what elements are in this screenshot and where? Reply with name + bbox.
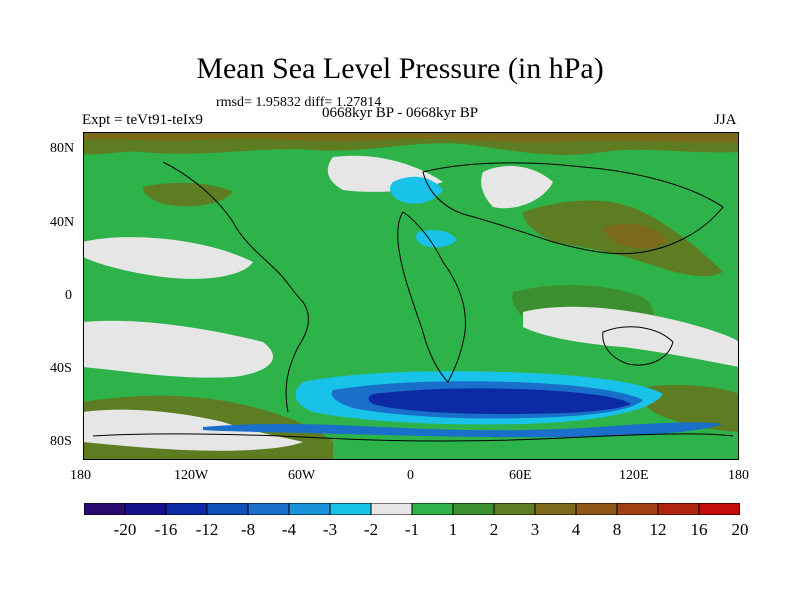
colorbar-swatch bbox=[84, 503, 126, 515]
colorbar-label: 3 bbox=[530, 520, 540, 539]
colorbar-swatch bbox=[329, 503, 372, 515]
colorbar bbox=[84, 503, 740, 515]
colorbar-label: 20 bbox=[731, 520, 749, 539]
y-tick-0: 0 bbox=[65, 288, 72, 303]
colorbar-label: 4 bbox=[571, 520, 581, 539]
region-europe-neutral bbox=[481, 166, 553, 209]
americas-outline bbox=[162, 161, 309, 413]
y-tick-80s: 80S bbox=[50, 434, 72, 449]
pressure-map bbox=[83, 132, 739, 460]
x-tick-0: 0 bbox=[407, 468, 414, 483]
season-label: JJA bbox=[714, 112, 737, 128]
colorbar-swatch bbox=[411, 503, 454, 515]
colorbar-swatch bbox=[616, 503, 659, 515]
colorbar-swatch bbox=[370, 503, 413, 515]
region-arctic-core bbox=[83, 132, 739, 143]
colorbar-swatch bbox=[534, 503, 577, 515]
region-south-indian bbox=[641, 384, 739, 432]
colorbar-label: -3 bbox=[322, 520, 338, 539]
region-southern-ocean-low-core bbox=[368, 388, 631, 414]
colorbar-label: 8 bbox=[612, 520, 622, 539]
colorbar-swatch bbox=[247, 503, 290, 515]
colorbar-swatch bbox=[452, 503, 495, 515]
colorbar-label: -2 bbox=[363, 520, 379, 539]
colorbar-swatch bbox=[206, 503, 249, 515]
region-antarctic-coast-low bbox=[203, 422, 723, 438]
coastlines bbox=[92, 161, 734, 442]
x-tick-180e: 180 bbox=[728, 468, 749, 483]
colorbar-label: -12 bbox=[195, 520, 219, 539]
colorbar-label: 1 bbox=[448, 520, 458, 539]
y-tick-40n: 40N bbox=[50, 215, 75, 230]
colorbar-swatch bbox=[698, 503, 740, 515]
x-tick-60w: 60W bbox=[288, 468, 316, 483]
colorbar-swatch bbox=[288, 503, 331, 515]
region-south-pacific-neutral bbox=[83, 320, 273, 378]
colorbar-swatch bbox=[493, 503, 536, 515]
period-label: 0668kyr BP - 0668kyr BP bbox=[322, 105, 479, 121]
colorbar-swatch bbox=[124, 503, 167, 515]
colorbar-label: -4 bbox=[281, 520, 297, 539]
experiment-label: Expt = teVt91-teIx9 bbox=[82, 112, 203, 128]
chart-title: Mean Sea Level Pressure (in hPa) bbox=[196, 52, 604, 85]
region-north-atlantic-low bbox=[390, 176, 443, 204]
x-tick-120e: 120E bbox=[619, 468, 649, 483]
y-tick-80n: 80N bbox=[50, 141, 75, 156]
x-tick-120w: 120W bbox=[174, 468, 209, 483]
colorbar-swatch bbox=[575, 503, 618, 515]
region-south-indian-neutral bbox=[523, 306, 739, 367]
region-tropical-pacific-neutral bbox=[83, 237, 253, 279]
colorbar-label: -16 bbox=[154, 520, 178, 539]
region-asia-core bbox=[603, 223, 668, 249]
stats-text: rmsd= 1.95832 diff= 1.27814 bbox=[216, 95, 382, 110]
x-tick-60e: 60E bbox=[509, 468, 532, 483]
colorbar-swatch bbox=[165, 503, 208, 515]
australia-outline bbox=[602, 326, 674, 366]
region-pacific-north bbox=[143, 182, 233, 207]
map-frame bbox=[83, 132, 739, 460]
colorbar-swatch bbox=[657, 503, 700, 515]
region-antarctic-neutral bbox=[83, 409, 303, 451]
colorbar-label: 12 bbox=[649, 520, 667, 539]
colorbar-label: -1 bbox=[404, 520, 420, 539]
colorbar-label: 16 bbox=[690, 520, 708, 539]
x-tick-180w: 180 bbox=[70, 468, 91, 483]
y-tick-40s: 40S bbox=[50, 361, 72, 376]
colorbar-label: -8 bbox=[240, 520, 256, 539]
colorbar-label: 2 bbox=[489, 520, 499, 539]
antarctica-outline bbox=[92, 433, 734, 442]
eurasia-outline bbox=[422, 162, 724, 255]
africa-outline bbox=[397, 211, 467, 383]
colorbar-label: -20 bbox=[113, 520, 137, 539]
